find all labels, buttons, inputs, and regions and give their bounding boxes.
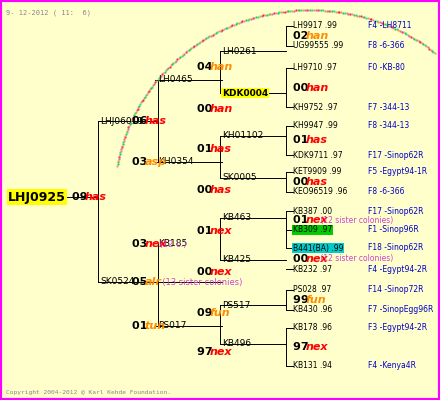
Text: has: has	[305, 177, 327, 187]
Text: F4 -Kenya4R: F4 -Kenya4R	[368, 362, 416, 370]
Text: 01: 01	[293, 135, 312, 145]
Text: 99: 99	[293, 295, 313, 305]
Text: han: han	[209, 62, 233, 72]
Text: F0 -KB-80: F0 -KB-80	[368, 64, 405, 72]
Text: F4 -LH8711: F4 -LH8711	[368, 22, 411, 30]
Text: 01: 01	[293, 215, 312, 225]
Text: nex: nex	[144, 239, 167, 249]
Text: 9- 12-2012 ( 11:  6): 9- 12-2012 ( 11: 6)	[6, 10, 91, 16]
Text: KB309 .97: KB309 .97	[293, 226, 332, 234]
Text: has: has	[305, 135, 327, 145]
Text: nex: nex	[305, 342, 328, 352]
Text: (13 sister colonies): (13 sister colonies)	[157, 278, 242, 286]
Text: nex: nex	[305, 215, 328, 225]
Text: LHJ06011: LHJ06011	[100, 116, 143, 126]
Text: has: has	[209, 185, 231, 195]
Text: KB185: KB185	[158, 240, 187, 248]
Text: KB232 .97: KB232 .97	[293, 264, 332, 274]
Text: 01: 01	[132, 321, 151, 331]
Text: LH0465: LH0465	[158, 76, 193, 84]
Text: F17 -Sinop62R: F17 -Sinop62R	[368, 150, 423, 160]
Text: 00: 00	[197, 267, 216, 277]
Text: KB387 .00: KB387 .00	[293, 206, 332, 216]
Text: KEO96519 .96: KEO96519 .96	[293, 188, 347, 196]
Text: KDK0004: KDK0004	[222, 88, 268, 98]
Text: F17 -Sinop62R: F17 -Sinop62R	[368, 206, 423, 216]
Text: han: han	[305, 83, 329, 93]
Text: has: has	[84, 192, 106, 202]
Text: 03: 03	[132, 157, 151, 167]
Text: PS028 .97: PS028 .97	[293, 286, 331, 294]
Text: 00: 00	[197, 185, 216, 195]
Text: 00: 00	[197, 104, 216, 114]
Text: F3 -Egypt94-2R: F3 -Egypt94-2R	[368, 324, 427, 332]
Text: PS017: PS017	[158, 322, 187, 330]
Text: fun: fun	[209, 308, 230, 318]
Text: asp: asp	[144, 157, 167, 167]
Text: 04: 04	[197, 62, 216, 72]
Text: F7 -SinopEgg96R: F7 -SinopEgg96R	[368, 306, 433, 314]
Text: nex: nex	[209, 267, 232, 277]
Text: han: han	[305, 31, 329, 41]
Text: F8 -6-366: F8 -6-366	[368, 188, 404, 196]
Text: SK0005: SK0005	[222, 174, 257, 182]
Text: has: has	[144, 116, 166, 126]
Text: 00: 00	[293, 254, 312, 264]
Text: 97: 97	[197, 347, 216, 357]
Text: KH01102: KH01102	[222, 132, 263, 140]
Text: nex: nex	[209, 226, 232, 236]
Text: B441(BA) .99: B441(BA) .99	[293, 244, 344, 252]
Text: UG99555 .99: UG99555 .99	[293, 42, 343, 50]
Text: nex: nex	[305, 254, 328, 264]
Text: has: has	[209, 144, 231, 154]
Text: 02: 02	[293, 31, 312, 41]
Text: F18 -Sinop62R: F18 -Sinop62R	[368, 244, 423, 252]
Text: KDK9711 .97: KDK9711 .97	[293, 150, 343, 160]
Text: alr: alr	[144, 277, 161, 287]
Text: KH9752 .97: KH9752 .97	[293, 102, 337, 112]
Text: F4 -Egypt94-2R: F4 -Egypt94-2R	[368, 264, 427, 274]
Text: Copyright 2004-2012 @ Karl Kehde Foundation.: Copyright 2004-2012 @ Karl Kehde Foundat…	[6, 390, 171, 395]
Text: (12 sister colonies): (12 sister colonies)	[318, 216, 393, 224]
Text: F1 -Sinop96R: F1 -Sinop96R	[368, 226, 419, 234]
Text: KB463: KB463	[222, 214, 251, 222]
Text: F5 -Egypt94-1R: F5 -Egypt94-1R	[368, 168, 427, 176]
Text: 09: 09	[197, 308, 216, 318]
Text: LHJ0925: LHJ0925	[8, 190, 66, 204]
Text: F7 -344-13: F7 -344-13	[368, 102, 409, 112]
Text: KB425: KB425	[222, 256, 251, 264]
Text: F8 -344-13: F8 -344-13	[368, 122, 409, 130]
Text: SK0524: SK0524	[100, 278, 134, 286]
Text: LH0261: LH0261	[222, 46, 257, 56]
Text: 00: 00	[293, 177, 312, 187]
Text: tun: tun	[144, 321, 165, 331]
Text: F8 -6-366: F8 -6-366	[368, 42, 404, 50]
Text: nex: nex	[209, 347, 232, 357]
Text: KB131 .94: KB131 .94	[293, 362, 332, 370]
Text: 00: 00	[293, 83, 312, 93]
Text: KB178 .96: KB178 .96	[293, 324, 332, 332]
Text: fun: fun	[305, 295, 326, 305]
Text: (12 c.): (12 c.)	[157, 240, 187, 248]
Text: 05: 05	[132, 277, 151, 287]
Text: LH9917 .99: LH9917 .99	[293, 22, 337, 30]
Text: KB430 .96: KB430 .96	[293, 306, 332, 314]
Text: 03: 03	[132, 239, 151, 249]
Text: 06: 06	[132, 116, 151, 126]
Text: KH0354: KH0354	[158, 158, 194, 166]
Text: KET9909 .99: KET9909 .99	[293, 168, 341, 176]
Text: 97: 97	[293, 342, 312, 352]
Text: LH9710 .97: LH9710 .97	[293, 64, 337, 72]
Text: 09: 09	[72, 192, 92, 202]
Text: KB496: KB496	[222, 340, 251, 348]
Text: 01: 01	[197, 144, 216, 154]
Text: PS517: PS517	[222, 300, 250, 310]
Text: 01: 01	[197, 226, 216, 236]
Text: F14 -Sinop72R: F14 -Sinop72R	[368, 286, 423, 294]
Text: (12 sister colonies): (12 sister colonies)	[318, 254, 393, 264]
Text: han: han	[209, 104, 233, 114]
Text: KH9947 .99: KH9947 .99	[293, 122, 338, 130]
